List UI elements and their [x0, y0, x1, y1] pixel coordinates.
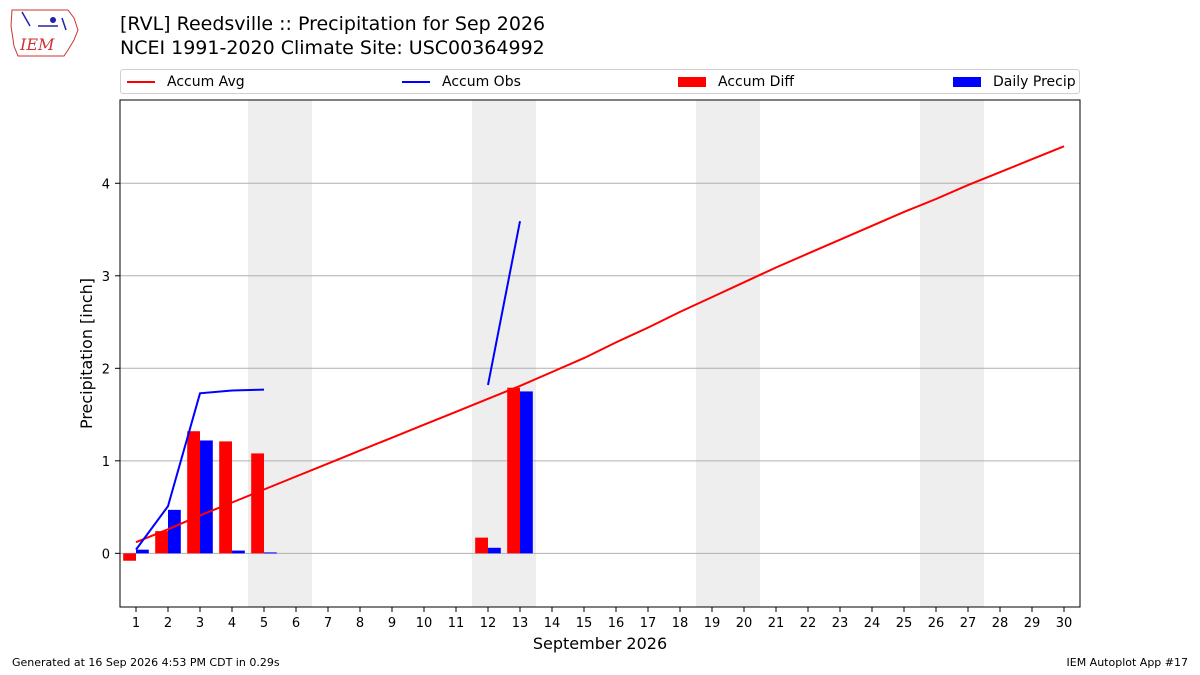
x-tick-label-4: 4 — [228, 616, 236, 631]
x-tick-label-22: 22 — [800, 616, 817, 631]
x-tick-label-26: 26 — [928, 616, 945, 631]
x-tick-label-21: 21 — [768, 616, 785, 631]
legend-item-accum-obs: Accum Obs — [402, 73, 521, 91]
bar-accum-diff-day-2 — [155, 531, 168, 554]
x-tick-label-10: 10 — [416, 616, 433, 631]
y-tick-label-3: 3 — [102, 270, 110, 285]
legend-swatch-accum-avg — [127, 81, 155, 83]
chart-subtitle: NCEI 1991-2020 Climate Site: USC00364992 — [120, 37, 545, 59]
bar-daily-precip-day-3 — [200, 440, 213, 554]
line-accum-obs — [135, 221, 521, 551]
x-tick-label-7: 7 — [324, 616, 332, 631]
bar-daily-precip-day-4 — [232, 550, 245, 554]
x-tick-label-12: 12 — [480, 616, 497, 631]
legend-label-accum-avg: Accum Avg — [167, 74, 245, 90]
y-tick-label-1: 1 — [102, 455, 110, 470]
generated-timestamp: Generated at 16 Sep 2026 4:53 PM CDT in … — [12, 656, 280, 669]
bar-accum-diff-day-4 — [219, 441, 232, 554]
bar-accum-diff-day-5 — [251, 453, 264, 554]
x-tick-label-11: 11 — [448, 616, 465, 631]
x-tick-label-25: 25 — [896, 616, 913, 631]
y-axis-label: Precipitation [inch] — [77, 278, 96, 429]
iem-logo: IEM — [8, 6, 82, 60]
plot-frame — [119, 99, 1081, 608]
chart-title: [RVL] Reedsville :: Precipitation for Se… — [120, 13, 546, 35]
grid-lines — [120, 182, 1080, 554]
x-tick-label-18: 18 — [672, 616, 689, 631]
x-tick-label-1: 1 — [132, 616, 140, 631]
y-tick-label-2: 2 — [102, 362, 110, 377]
bar-daily-precip-day-13 — [520, 391, 533, 554]
y-tick-label-4: 4 — [102, 177, 110, 192]
legend-swatch-daily-precip — [953, 77, 981, 87]
legend-item-accum-avg: Accum Avg — [127, 73, 245, 91]
x-tick-label-15: 15 — [576, 616, 593, 631]
bar-accum-diff-day-12 — [475, 537, 488, 554]
bar-accum-diff-day-13 — [507, 387, 520, 554]
x-ticks: 1 2 3 4 5 6 7 8 9 10 11 12 13 14 15 16 17 18 19 20 21 22 23 24 2… — [132, 607, 1072, 631]
x-tick-label-30: 30 — [1056, 616, 1073, 631]
x-tick-label-14: 14 — [544, 616, 561, 631]
bar-daily-precip-day-12 — [488, 547, 501, 554]
x-tick-label-28: 28 — [992, 616, 1009, 631]
legend-item-accum-diff: Accum Diff — [678, 73, 794, 91]
legend-item-daily-precip: Daily Precip — [953, 73, 1076, 91]
x-tick-label-17: 17 — [640, 616, 657, 631]
x-tick-label-29: 29 — [1024, 616, 1041, 631]
legend-label-accum-obs: Accum Obs — [442, 74, 521, 90]
x-tick-label-2: 2 — [164, 616, 172, 631]
x-tick-label-3: 3 — [196, 616, 204, 631]
legend-swatch-accum-diff — [678, 77, 706, 87]
lines — [135, 145, 1065, 551]
x-tick-label-9: 9 — [388, 616, 396, 631]
x-tick-label-5: 5 — [260, 616, 268, 631]
legend-swatch-accum-obs — [402, 81, 430, 83]
chart-legend: Accum Avg Accum Obs Accum Diff Daily Pre… — [120, 69, 1080, 94]
bar-accum-diff-day-1 — [123, 553, 136, 561]
weekend-bands — [248, 100, 984, 607]
x-tick-label-13: 13 — [512, 616, 529, 631]
x-tick-label-19: 19 — [704, 616, 721, 631]
y-tick-label-0: 0 — [102, 547, 110, 562]
legend-label-daily-precip: Daily Precip — [993, 74, 1076, 90]
y-ticks: 0 1 2 3 4 — [102, 177, 120, 562]
weekend-band-2 — [696, 100, 760, 607]
bar-daily-precip-day-2 — [168, 509, 181, 554]
x-tick-label-23: 23 — [832, 616, 849, 631]
x-tick-label-16: 16 — [608, 616, 625, 631]
app-label: IEM Autoplot App #17 — [1066, 656, 1189, 669]
x-tick-label-24: 24 — [864, 616, 881, 631]
x-axis-label: September 2026 — [533, 634, 667, 653]
x-tick-label-6: 6 — [292, 616, 300, 631]
bar-daily-precip-day-5 — [264, 552, 277, 554]
x-tick-label-8: 8 — [356, 616, 364, 631]
svg-text:IEM: IEM — [19, 35, 55, 54]
x-tick-label-27: 27 — [960, 616, 977, 631]
x-tick-label-20: 20 — [736, 616, 753, 631]
line-accum-avg — [135, 145, 1065, 544]
weekend-band-3 — [920, 100, 984, 607]
bar-accum-diff-day-3 — [187, 431, 200, 554]
legend-label-accum-diff: Accum Diff — [718, 74, 795, 90]
bar-daily-precip-day-1 — [136, 549, 149, 554]
bars — [123, 387, 533, 561]
